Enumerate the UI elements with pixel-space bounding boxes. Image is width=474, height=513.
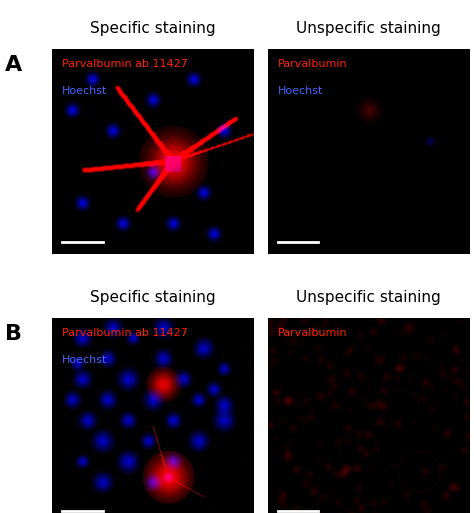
Text: Unspecific staining: Unspecific staining <box>296 21 441 36</box>
Text: B: B <box>5 324 22 344</box>
Text: Parvalbumin: Parvalbumin <box>278 328 347 338</box>
Text: Parvalbumin: Parvalbumin <box>278 59 347 69</box>
Text: Unspecific staining: Unspecific staining <box>296 290 441 305</box>
Text: Hoechst: Hoechst <box>62 355 108 365</box>
Text: Specific staining: Specific staining <box>90 21 216 36</box>
Text: A: A <box>5 55 22 75</box>
Text: Parvalbumin ab 11427: Parvalbumin ab 11427 <box>62 328 188 338</box>
Text: Parvalbumin ab 11427: Parvalbumin ab 11427 <box>62 59 188 69</box>
Text: Hoechst: Hoechst <box>62 86 108 95</box>
Text: Specific staining: Specific staining <box>90 290 216 305</box>
Text: Hoechst: Hoechst <box>278 86 323 95</box>
